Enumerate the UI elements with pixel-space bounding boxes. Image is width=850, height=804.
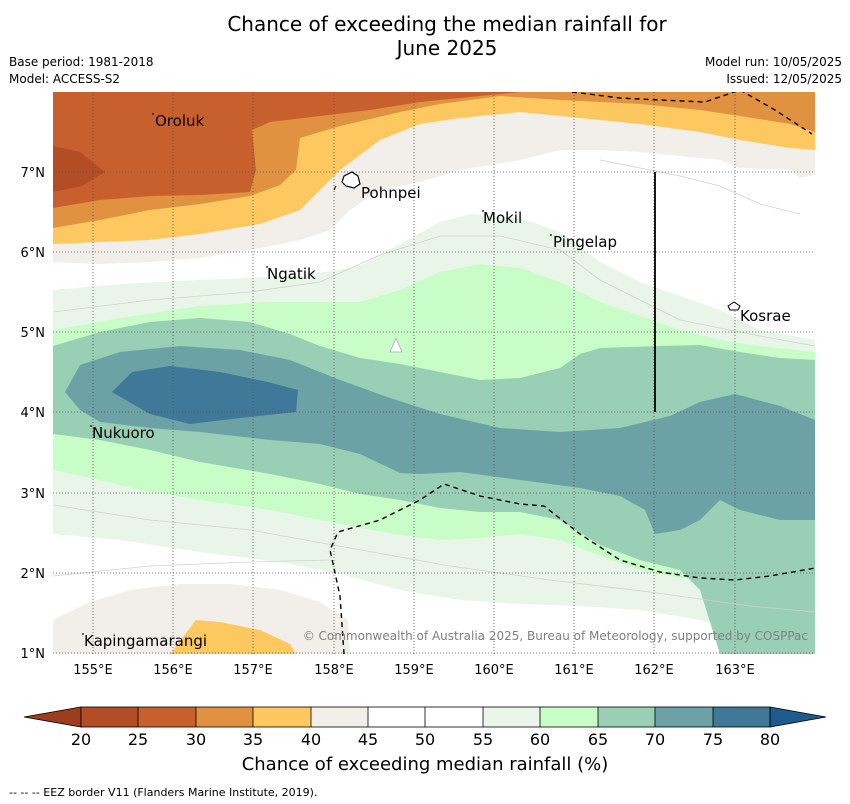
colorbar-tick: 45 [358,730,378,749]
colorbar-tick: 65 [588,730,608,749]
eez-borders [329,92,815,654]
colorbar-swatch [655,707,713,727]
label-mokil: Mokil [483,209,522,227]
label-nukuoro: Nukuoro [92,424,155,442]
atoll-markers [82,113,552,635]
lon-label: 157°E [233,663,273,678]
lon-label: 163°E [715,663,755,678]
latitude-labels: 7°N 6°N 5°N 4°N 3°N 2°N 1°N [21,166,46,662]
colorbar-swatch [81,707,138,727]
lon-label: 156°E [153,663,193,678]
model-name: Model: ACCESS-S2 [9,72,121,86]
colorbar-extend-low [23,706,82,728]
graticule [53,92,815,654]
colorbar-swatch [713,707,770,727]
label-oroluk: Oroluk [155,112,204,130]
kosrae-island [727,301,741,311]
eez-footnote: -- -- -- EEZ border V11 (Flanders Marine… [9,786,318,799]
issued-date: Issued: 12/05/2025 [726,72,842,86]
colorbar-tick: 55 [473,730,493,749]
band-75-80 [112,366,298,424]
colorbar-extend-high [769,706,827,728]
copyright-notice: © Commonwealth of Australia 2025, Bureau… [303,629,808,643]
label-ngatik: Ngatik [267,265,316,283]
lat-label: 5°N [21,326,46,341]
colorbar-dividers [80,706,771,728]
map-title: Chance of exceeding the median rainfall … [0,12,850,60]
label-kosrae: Kosrae [740,307,791,325]
lat-label: 6°N [21,246,46,261]
lat-label: 2°N [21,567,46,582]
colorbar: 20 25 30 35 40 45 50 55 60 65 70 75 80 [23,706,827,749]
base-period: Base period: 1981-2018 [9,55,154,69]
label-pohnpei: Pohnpei [361,184,421,202]
band-40-45-south [53,584,350,654]
band-35-40-south [170,620,296,654]
lon-label: 155°E [73,663,113,678]
colorbar-swatch [311,707,368,727]
colorbar-swatch [138,707,196,727]
colorbar-swatch [598,707,655,727]
colorbar-tick: 35 [243,730,263,749]
lon-label: 158°E [314,663,354,678]
band-20-25-north [53,146,105,192]
colorbar-tick: 25 [128,730,148,749]
colorbar-tick: 50 [415,730,435,749]
colorbar-tick: 30 [186,730,206,749]
band-25-30-north [53,92,520,208]
label-kapingamarangi: Kapingamarangi [84,632,207,650]
meta-left: Base period: 1981-2018 Model: ACCESS-S2 [9,54,154,88]
map-plot-area: Oroluk Pohnpei Mokil Pingelap Ngatik Kos… [53,92,815,654]
model-run: Model run: 10/05/2025 [704,55,842,69]
lat-label: 1°N [21,647,46,662]
colorbar-swatch [253,707,311,727]
colorbar-tick: 20 [71,730,91,749]
colorbar-ticks: 20 25 30 35 40 45 50 55 60 65 70 75 80 [71,730,780,749]
colorbar-tick: 60 [530,730,550,749]
pohnpei-island [341,171,361,189]
meta-right: Model run: 10/05/2025 Issued: 12/05/2025 [705,54,842,88]
colorbar-tick: 70 [645,730,665,749]
longitude-labels: 155°E 156°E 157°E 158°E 159°E 160°E 161°… [73,663,755,678]
contour-lines [53,159,815,613]
colorbar-swatch [540,707,598,727]
colorbar-tick: 40 [301,730,321,749]
lat-label: 7°N [21,166,46,181]
colorbar-tick: 80 [760,730,780,749]
lon-label: 160°E [474,663,514,678]
lat-label: 4°N [21,406,46,421]
colorbar-swatch [368,707,483,727]
lon-label: 162°E [634,663,674,678]
title-line-1: Chance of exceeding the median rainfall … [227,12,667,36]
island-marker [389,336,403,353]
colorbar-label: Chance of exceeding median rainfall (%) [241,754,609,775]
colorbar-swatch [483,707,540,727]
lon-label: 159°E [394,663,434,678]
colorbar-swatch [196,707,253,727]
label-pingelap: Pingelap [553,233,617,251]
lat-label: 3°N [21,487,46,502]
pohnpei-islet [333,185,337,191]
lon-label: 161°E [554,663,594,678]
title-line-2: June 2025 [396,36,498,60]
colorbar-tick: 75 [703,730,723,749]
